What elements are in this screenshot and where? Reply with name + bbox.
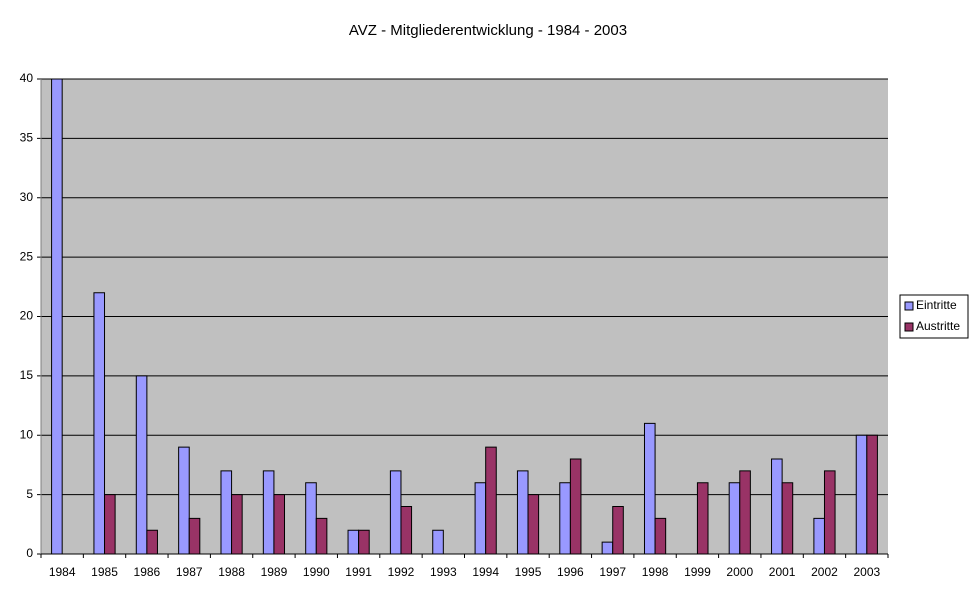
bar (781, 482, 794, 555)
bar (643, 422, 656, 555)
legend-swatch (904, 322, 914, 332)
bar (188, 517, 201, 555)
y-tick-label: 30 (20, 190, 34, 204)
x-tick-label: 1984 (49, 565, 76, 579)
bar (305, 482, 317, 555)
bar (866, 434, 878, 555)
x-tick-label: 1993 (430, 565, 457, 579)
bar (474, 482, 487, 555)
bar (51, 78, 63, 555)
bar (485, 446, 497, 555)
bar (601, 541, 614, 555)
bar (389, 470, 402, 555)
bar (527, 494, 540, 555)
y-tick-label: 40 (20, 71, 34, 85)
legend-label: Austritte (916, 319, 960, 333)
bar (358, 529, 370, 555)
x-tick-label: 1990 (303, 565, 330, 579)
x-tick-label: 1987 (176, 565, 203, 579)
bar (612, 506, 624, 555)
x-tick-label: 1988 (218, 565, 245, 579)
x-tick-label: 1995 (515, 565, 542, 579)
bar (516, 470, 529, 555)
x-tick-label: 2003 (853, 565, 880, 579)
legend-label: Eintritte (916, 298, 957, 312)
x-tick-label: 1992 (388, 565, 415, 579)
y-tick-label: 15 (20, 368, 34, 382)
x-tick-label: 1997 (599, 565, 626, 579)
bar (93, 292, 106, 555)
y-tick-label: 5 (26, 487, 33, 501)
bar (559, 482, 571, 555)
bar (813, 517, 825, 555)
y-tick-label: 25 (20, 249, 34, 263)
bar (771, 458, 783, 555)
x-tick-label: 1994 (472, 565, 499, 579)
bar (347, 529, 360, 555)
bar (432, 529, 444, 555)
bar (146, 529, 158, 555)
bar (696, 482, 709, 555)
x-tick-label: 1985 (91, 565, 118, 579)
bar (178, 446, 190, 555)
legend-swatch (904, 301, 914, 311)
bar (273, 494, 286, 555)
x-tick-label: 1996 (557, 565, 584, 579)
x-tick-label: 2001 (769, 565, 796, 579)
y-tick-label: 20 (20, 309, 34, 323)
bar (855, 434, 868, 555)
x-tick-label: 2000 (726, 565, 753, 579)
x-tick-label: 1998 (642, 565, 669, 579)
bar (135, 375, 148, 555)
x-tick-label: 1991 (345, 565, 372, 579)
bar (739, 470, 751, 555)
y-tick-label: 0 (26, 546, 33, 560)
x-tick-label: 1999 (684, 565, 711, 579)
bar (315, 517, 328, 555)
bar (400, 506, 413, 555)
x-tick-label: 1989 (261, 565, 288, 579)
bar (728, 482, 741, 555)
bar (220, 470, 233, 555)
bar (823, 470, 836, 555)
y-tick-label: 35 (20, 131, 34, 145)
chart-title: AVZ - Mitgliederentwicklung - 1984 - 200… (349, 22, 627, 39)
bar (104, 494, 116, 555)
bar (231, 494, 243, 555)
bar (654, 517, 667, 555)
y-tick-label: 10 (20, 427, 34, 441)
bar (569, 458, 582, 555)
x-tick-label: 2002 (811, 565, 838, 579)
x-tick-label: 1986 (134, 565, 161, 579)
bar (262, 470, 275, 555)
